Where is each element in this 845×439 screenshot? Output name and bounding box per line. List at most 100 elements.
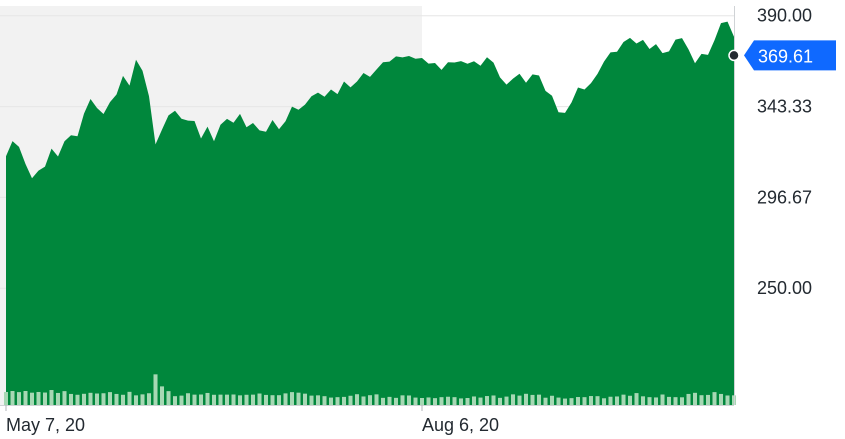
volume-bar xyxy=(549,395,555,405)
volume-bar xyxy=(42,392,48,405)
volume-bar xyxy=(309,395,314,405)
volume-bar xyxy=(348,395,353,405)
volume-bar xyxy=(426,397,431,405)
volume-bar xyxy=(523,393,529,405)
volume-bar xyxy=(569,398,574,405)
volume-bar xyxy=(354,394,360,405)
volume-bar xyxy=(725,395,730,405)
volume-bar xyxy=(341,396,347,405)
volume-bar xyxy=(647,397,652,405)
volume-bar xyxy=(718,393,724,405)
volume-bar xyxy=(198,394,204,405)
volume-bar xyxy=(211,394,217,405)
volume-bar xyxy=(192,394,197,405)
volume-bar xyxy=(465,398,470,405)
volume-bars xyxy=(3,374,737,405)
volume-bar xyxy=(582,397,587,405)
price-area[interactable] xyxy=(6,21,734,405)
volume-bar xyxy=(413,397,418,405)
volume-bar xyxy=(699,395,704,405)
volume-bar xyxy=(673,397,678,405)
volume-bar xyxy=(634,393,639,405)
volume-bar xyxy=(595,396,600,405)
volume-bar xyxy=(530,394,535,405)
volume-bar xyxy=(322,396,327,405)
volume-bar xyxy=(3,391,9,405)
volume-bar xyxy=(556,397,561,405)
volume-bar xyxy=(588,396,594,405)
last-price-label: 369.61 xyxy=(758,46,813,66)
volume-bar xyxy=(237,395,243,405)
volume-bar xyxy=(172,396,178,405)
x-tick-label: May 7, 20 xyxy=(6,415,85,435)
volume-bar xyxy=(517,395,522,405)
volume-bar xyxy=(263,394,269,405)
volume-bar xyxy=(686,393,691,405)
volume-bar xyxy=(562,398,568,405)
volume-bar xyxy=(257,393,262,405)
volume-bar xyxy=(705,394,711,405)
volume-bar xyxy=(75,394,80,405)
volume-bar xyxy=(608,396,613,405)
volume-bar xyxy=(81,393,87,405)
last-price-badge-bg xyxy=(744,40,836,71)
last-price-badge[interactable]: 369.61 xyxy=(744,40,836,71)
volume-bar xyxy=(153,374,158,405)
volume-bar xyxy=(10,391,15,405)
volume-bar xyxy=(231,394,236,405)
volume-bar xyxy=(679,397,685,405)
volume-bar xyxy=(289,392,295,405)
volume-bar xyxy=(244,394,249,405)
y-tick-label: 390.00 xyxy=(757,6,812,26)
volume-bar xyxy=(484,396,490,405)
volume-bar xyxy=(712,392,717,405)
volume-bar xyxy=(491,395,496,405)
volume-bar xyxy=(159,386,165,405)
volume-bar xyxy=(380,397,386,405)
volume-bar xyxy=(478,397,483,405)
volume-bar xyxy=(621,394,626,405)
volume-bar xyxy=(439,397,444,405)
volume-bar xyxy=(62,391,67,405)
volume-bar xyxy=(205,392,210,405)
volume-bar xyxy=(627,395,633,405)
x-axis-ticks: May 7, 20 Aug 6, 20 xyxy=(0,405,734,435)
volume-bar xyxy=(666,396,672,405)
y-tick-label: 250.00 xyxy=(757,278,812,298)
volume-bar xyxy=(419,398,425,405)
volume-bar xyxy=(504,396,509,405)
volume-bar xyxy=(536,394,542,405)
y-tick-label: 343.33 xyxy=(757,97,812,117)
volume-bar xyxy=(146,393,152,405)
volume-bar xyxy=(361,396,366,405)
volume-bar xyxy=(315,395,321,405)
volume-bar xyxy=(471,396,477,405)
volume-bar xyxy=(458,398,464,405)
volume-bar xyxy=(387,396,392,405)
volume-bar xyxy=(107,392,113,405)
volume-bar xyxy=(49,390,54,405)
volume-bar xyxy=(250,394,256,405)
volume-bar xyxy=(497,397,503,405)
volume-bar xyxy=(185,393,191,405)
volume-bar xyxy=(653,397,659,405)
volume-bar xyxy=(16,392,22,405)
volume-bar xyxy=(283,393,288,405)
volume-bar xyxy=(68,393,74,405)
volume-bar xyxy=(88,392,93,405)
volume-bar xyxy=(328,397,334,405)
volume-bar xyxy=(133,395,139,405)
volume-bar xyxy=(406,395,412,405)
volume-bar xyxy=(36,391,41,405)
volume-bar xyxy=(660,394,665,405)
volume-bar xyxy=(224,394,230,405)
last-price-dot xyxy=(728,49,740,62)
volume-bar xyxy=(270,395,275,405)
volume-bar xyxy=(140,394,145,405)
volume-bar xyxy=(640,396,646,405)
volume-bar xyxy=(432,398,438,405)
volume-bar xyxy=(23,391,28,405)
volume-bar xyxy=(120,394,126,405)
volume-bar xyxy=(367,395,373,405)
